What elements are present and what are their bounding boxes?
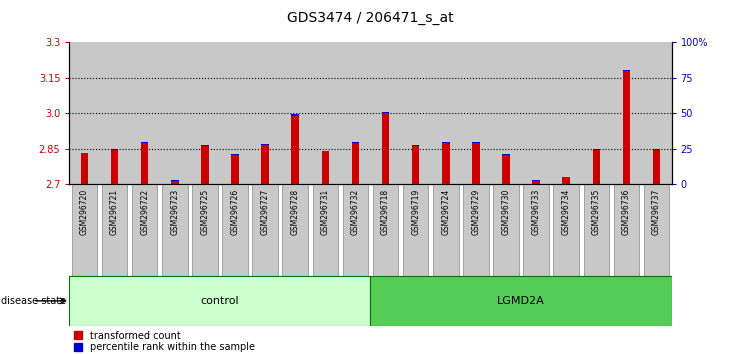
- Bar: [442, 142, 450, 143]
- Bar: [593, 150, 600, 184]
- FancyBboxPatch shape: [523, 184, 549, 276]
- Bar: [623, 70, 630, 71]
- FancyBboxPatch shape: [312, 184, 338, 276]
- FancyBboxPatch shape: [371, 276, 672, 326]
- Bar: [261, 145, 269, 184]
- FancyBboxPatch shape: [614, 184, 639, 276]
- Text: GSM296721: GSM296721: [110, 189, 119, 235]
- Text: GSM296728: GSM296728: [291, 189, 300, 235]
- Bar: [111, 149, 118, 150]
- Bar: [593, 149, 600, 150]
- Text: GSM296736: GSM296736: [622, 189, 631, 235]
- FancyBboxPatch shape: [132, 184, 158, 276]
- Bar: [653, 150, 661, 184]
- Bar: [291, 116, 299, 184]
- Bar: [141, 143, 148, 184]
- Text: LGMD2A: LGMD2A: [497, 296, 545, 306]
- Bar: [171, 180, 179, 181]
- FancyBboxPatch shape: [373, 184, 399, 276]
- Text: GDS3474 / 206471_s_at: GDS3474 / 206471_s_at: [287, 11, 454, 25]
- Bar: [291, 114, 299, 116]
- Bar: [231, 155, 239, 184]
- Bar: [502, 154, 510, 155]
- Text: GSM296719: GSM296719: [411, 189, 420, 235]
- FancyBboxPatch shape: [222, 184, 247, 276]
- FancyBboxPatch shape: [433, 184, 458, 276]
- Bar: [171, 181, 179, 184]
- Bar: [532, 180, 540, 181]
- Bar: [412, 146, 420, 184]
- Text: GSM296726: GSM296726: [231, 189, 239, 235]
- Bar: [352, 143, 359, 184]
- Bar: [352, 142, 359, 143]
- Bar: [382, 113, 389, 184]
- FancyBboxPatch shape: [403, 184, 429, 276]
- Bar: [201, 145, 209, 146]
- Bar: [141, 142, 148, 143]
- Text: GSM296731: GSM296731: [320, 189, 330, 235]
- FancyBboxPatch shape: [192, 184, 218, 276]
- Text: GSM296732: GSM296732: [351, 189, 360, 235]
- FancyBboxPatch shape: [101, 184, 127, 276]
- Bar: [321, 150, 329, 151]
- Text: GSM296730: GSM296730: [502, 189, 510, 235]
- Text: GSM296735: GSM296735: [592, 189, 601, 235]
- Bar: [472, 143, 480, 184]
- Bar: [532, 181, 540, 184]
- Bar: [231, 154, 239, 155]
- FancyBboxPatch shape: [72, 184, 97, 276]
- Text: control: control: [201, 296, 239, 306]
- Bar: [653, 149, 661, 150]
- Text: GSM296729: GSM296729: [472, 189, 480, 235]
- Bar: [80, 153, 88, 184]
- FancyBboxPatch shape: [342, 184, 368, 276]
- Text: GSM296718: GSM296718: [381, 189, 390, 235]
- Bar: [442, 143, 450, 184]
- Bar: [562, 177, 570, 184]
- FancyBboxPatch shape: [583, 184, 609, 276]
- FancyBboxPatch shape: [493, 184, 519, 276]
- Bar: [472, 142, 480, 143]
- Text: disease state: disease state: [1, 296, 66, 306]
- Text: GSM296734: GSM296734: [561, 189, 571, 235]
- FancyBboxPatch shape: [69, 276, 371, 326]
- FancyBboxPatch shape: [644, 184, 669, 276]
- FancyBboxPatch shape: [253, 184, 278, 276]
- Legend: transformed count, percentile rank within the sample: transformed count, percentile rank withi…: [74, 331, 255, 353]
- Bar: [201, 146, 209, 184]
- Text: GSM296737: GSM296737: [652, 189, 661, 235]
- Bar: [111, 150, 118, 184]
- FancyBboxPatch shape: [553, 184, 579, 276]
- Text: GSM296733: GSM296733: [531, 189, 541, 235]
- Bar: [412, 145, 420, 146]
- Text: GSM296723: GSM296723: [170, 189, 180, 235]
- Bar: [623, 71, 630, 184]
- Text: GSM296724: GSM296724: [441, 189, 450, 235]
- FancyBboxPatch shape: [162, 184, 188, 276]
- Bar: [321, 151, 329, 184]
- Text: GSM296720: GSM296720: [80, 189, 89, 235]
- Text: GSM296725: GSM296725: [200, 189, 210, 235]
- Bar: [261, 144, 269, 145]
- Bar: [382, 112, 389, 113]
- FancyBboxPatch shape: [283, 184, 308, 276]
- Bar: [502, 155, 510, 184]
- Text: GSM296722: GSM296722: [140, 189, 149, 235]
- FancyBboxPatch shape: [463, 184, 488, 276]
- Text: GSM296727: GSM296727: [261, 189, 269, 235]
